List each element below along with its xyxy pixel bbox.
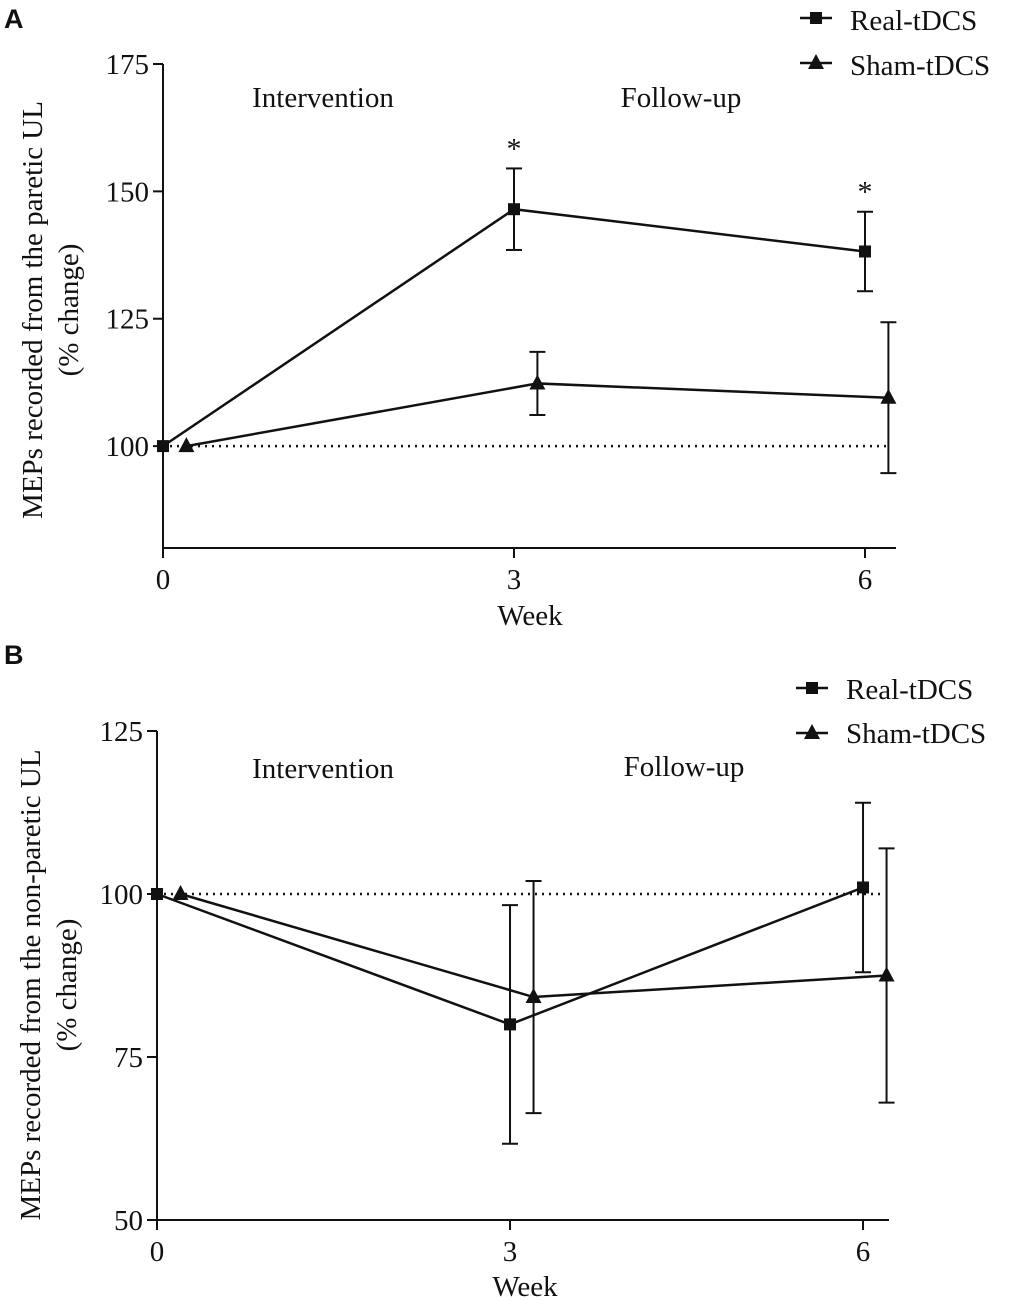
panel-a-significance-asterisk: * <box>507 132 522 165</box>
panel-a-x-tick-label: 3 <box>507 564 522 596</box>
panel-a: A MEPs recorded from the paretic UL (% c… <box>4 4 990 632</box>
panel-a-x-tick-label: 6 <box>858 564 873 596</box>
legend-a-sham-label: Sham-tDCS <box>850 50 990 82</box>
panel-b-real-tdcs-point <box>857 881 870 894</box>
panel-b-legend-real-tdcs-marker <box>806 682 818 694</box>
panel-a-phase-right-label: Follow-up <box>621 82 742 114</box>
panel-a-y-label-line2: (% change) <box>53 244 85 377</box>
panel-a-real-tdcs-point <box>157 440 169 453</box>
panel-a-y-label-line1: MEPs recorded from the paretic UL <box>17 101 49 519</box>
panel-b-y-tick-label: 50 <box>114 1205 143 1237</box>
panel-b-sham-tdcs-point <box>172 885 189 900</box>
panel-a-y-tick-label: 150 <box>106 176 150 208</box>
panel-b-x-label: Week <box>492 1271 558 1300</box>
panel-a-real-tdcs-point <box>508 203 520 216</box>
panel-b-x-tick-label: 3 <box>503 1236 518 1268</box>
panel-a-legend-sham-tdcs-marker <box>808 54 824 69</box>
panel-b-x-tick-label: 0 <box>150 1236 165 1268</box>
legend-b-real-label: Real-tDCS <box>846 674 973 706</box>
panel-b-legend-sham-tdcs-marker <box>804 724 820 739</box>
panel-b-phase-left-label: Intervention <box>252 753 394 785</box>
panel-b-x-tick-label: 6 <box>856 1236 871 1268</box>
panel-a-legend-real-tdcs-marker <box>810 12 822 24</box>
panel-a-sham-tdcs-point <box>529 374 546 390</box>
panel-b-y-tick-label: 100 <box>100 879 144 911</box>
panel-b-real-tdcs-point <box>151 888 163 900</box>
panel-b-y-tick-label: 75 <box>114 1042 143 1074</box>
legend-b-sham-label: Sham-tDCS <box>846 718 986 750</box>
panel-a-sham-tdcs-point <box>880 388 897 404</box>
panel-b-y-label-line1: MEPs recorded from the non-paretic UL <box>15 749 47 1220</box>
panel-b-real-tdcs-point <box>504 1018 517 1031</box>
panel-b: B MEPs recorded from the non-paretic UL … <box>4 640 986 1300</box>
panel-a-x-tick-label: 0 <box>156 564 171 596</box>
panel-a-letter: A <box>4 4 24 34</box>
panel-b-sham-tdcs-point <box>525 988 542 1004</box>
panel-a-y-tick-label: 125 <box>106 304 150 336</box>
legend-a-real-label: Real-tDCS <box>850 5 977 37</box>
panel-a-y-tick-label: 100 <box>106 431 150 463</box>
panel-a-real-tdcs-point <box>859 245 871 258</box>
panel-a-sham-tdcs-point <box>178 437 195 453</box>
panel-b-phase-right-label: Follow-up <box>624 751 745 783</box>
panel-a-significance-asterisk: * <box>858 176 873 209</box>
panel-b-sham-tdcs-point <box>878 966 895 982</box>
panel-b-letter: B <box>4 640 24 670</box>
panel-a-phase-left-label: Intervention <box>252 82 394 114</box>
panel-a-x-label: Week <box>497 600 563 632</box>
panel-b-y-label-line2: (% change) <box>51 919 83 1052</box>
panel-a-y-tick-label: 175 <box>106 49 150 81</box>
panel-b-y-tick-label: 125 <box>100 716 144 748</box>
